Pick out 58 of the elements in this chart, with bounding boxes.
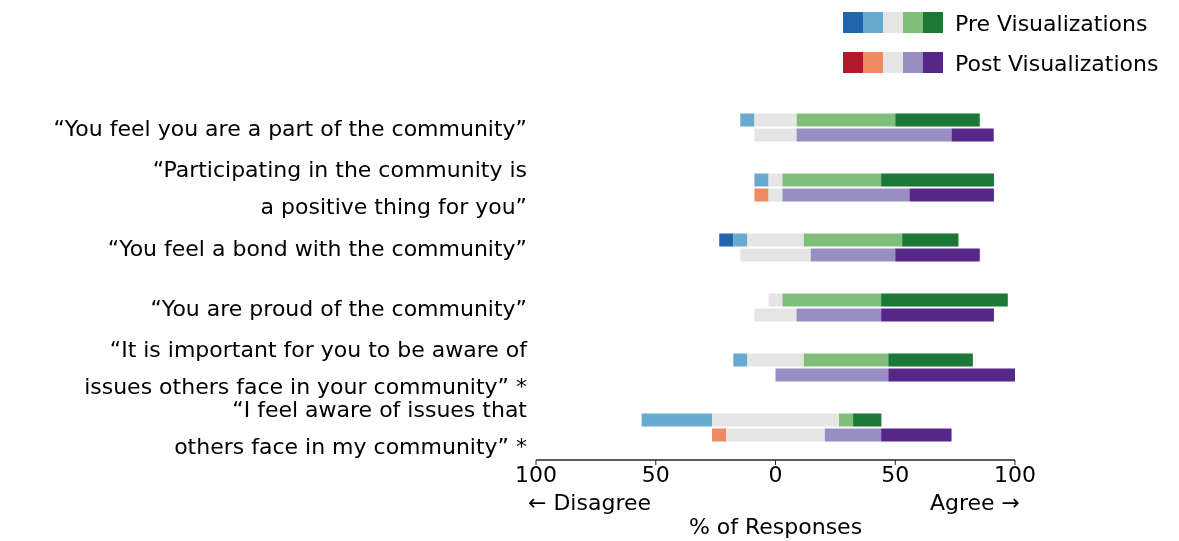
x-axis-title: % of Responses: [688, 514, 863, 539]
bar: [726, 428, 825, 442]
bar: [782, 293, 882, 307]
bar: [719, 233, 734, 247]
bar: [754, 128, 797, 142]
bar: [909, 188, 994, 202]
bar: [824, 428, 882, 442]
bar: [881, 428, 952, 442]
y-tick-label: “You feel a bond with the community”: [107, 235, 527, 260]
bar: [768, 293, 783, 307]
bar: [902, 233, 959, 247]
y-tick-label: “You feel you are a part of the community”: [53, 115, 527, 140]
bar: [754, 173, 769, 187]
bar: [888, 368, 1015, 382]
bar: [733, 233, 748, 247]
bar: [740, 113, 755, 127]
bar: [881, 308, 994, 322]
bar: [775, 368, 889, 382]
bar: [740, 248, 811, 262]
bar: [895, 248, 980, 262]
bar: [712, 413, 839, 427]
bar: [782, 173, 882, 187]
y-tick-label: “You are proud of the community”: [150, 295, 527, 320]
legend-label: Pre Visualizations: [955, 10, 1148, 36]
x-tick-label: 50: [881, 462, 910, 487]
bar: [796, 128, 952, 142]
bar: [951, 128, 994, 142]
y-tick-label: “It is important for you to be aware of issues others face in your community” *: [84, 336, 529, 399]
bar: [754, 188, 769, 202]
x-tick-label: 100: [515, 462, 557, 487]
bar: [838, 413, 854, 427]
legend-label: Post Visualizations: [955, 50, 1159, 76]
bar: [712, 428, 727, 442]
bar: [768, 188, 783, 202]
bar: [803, 233, 903, 247]
y-tick-label: “Participating in the community is a positive thing for you”: [152, 156, 527, 219]
bar: [796, 308, 882, 322]
bar: [641, 413, 713, 427]
bar: [754, 113, 797, 127]
bar: [747, 233, 804, 247]
bar: [754, 308, 797, 322]
text: Agree →: [929, 490, 1020, 515]
bar: [881, 173, 994, 187]
bar: [881, 293, 1008, 307]
x-tick-label: 50: [641, 462, 670, 487]
text: ← Disagree: [528, 490, 652, 515]
bar: [803, 353, 889, 367]
bar: [810, 248, 896, 262]
bar: [768, 173, 783, 187]
bar: [782, 188, 910, 202]
bar: [853, 413, 882, 427]
bar: [747, 353, 804, 367]
bar: [895, 113, 980, 127]
x-tick-label: 0: [768, 462, 783, 487]
bar: [888, 353, 973, 367]
bar: [796, 113, 896, 127]
x-tick-label: 100: [994, 462, 1036, 487]
bar: [733, 353, 748, 367]
